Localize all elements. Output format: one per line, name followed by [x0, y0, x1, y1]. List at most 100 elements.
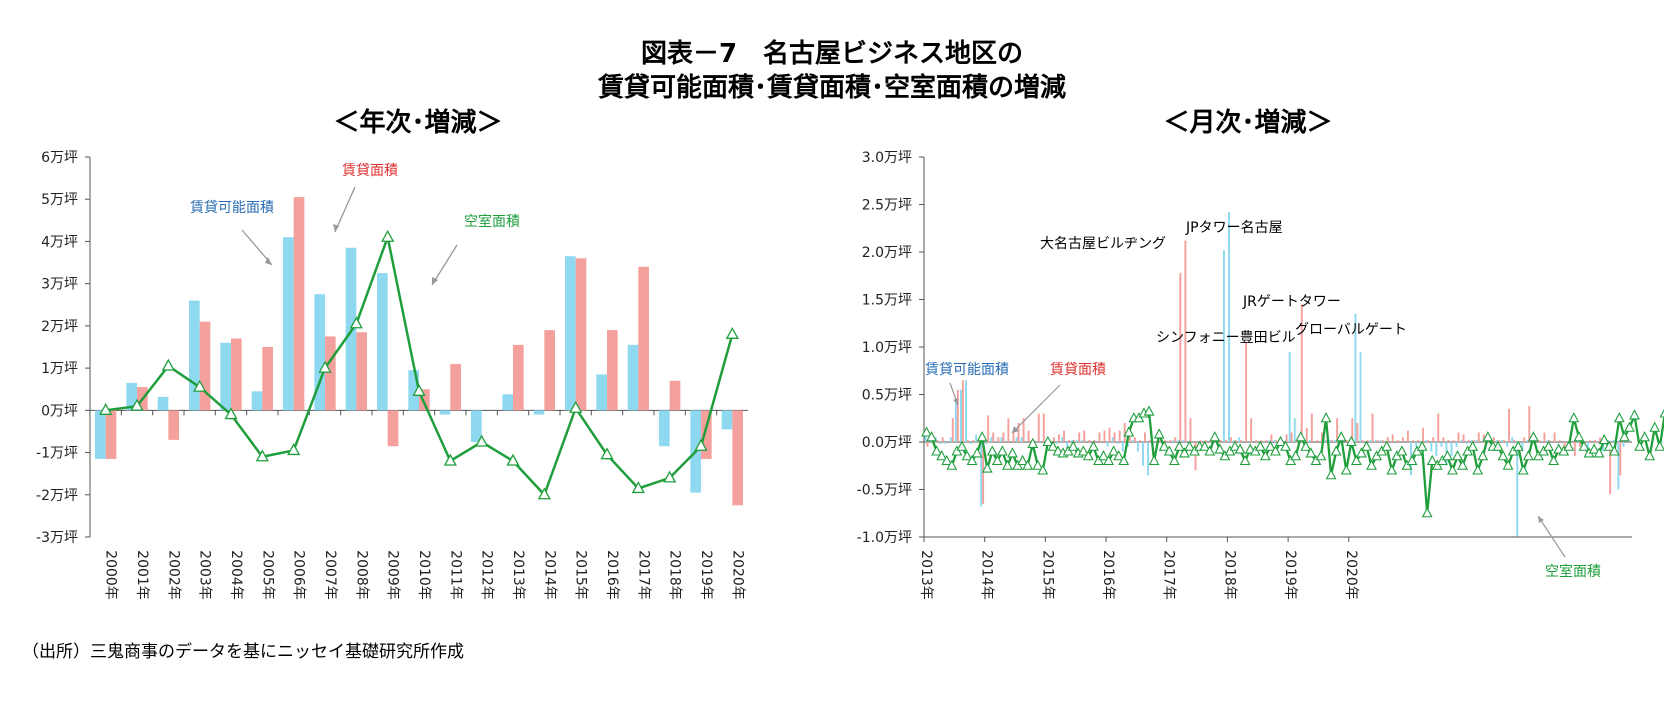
bar-rentable: [1056, 442, 1059, 444]
bar-rented: [1315, 440, 1318, 442]
x-tick-label: 2014年: [541, 550, 557, 600]
marker-vacant: [931, 445, 943, 456]
marker-vacant: [1153, 428, 1165, 439]
y-tick-label: 1.5万坪: [862, 293, 912, 309]
bar-rentable: [1131, 440, 1134, 442]
arrowhead-vacant: [1538, 516, 1544, 523]
marker-vacant: [1179, 447, 1190, 458]
bar-rentable: [939, 442, 942, 444]
marker-vacant: [1330, 445, 1342, 456]
bar-rentable: [1324, 440, 1327, 442]
marker-vacant: [1472, 464, 1484, 475]
annotation-jp-tower-nagoya: JPタワー名古屋: [1185, 220, 1283, 236]
bar-rented: [1113, 432, 1116, 442]
marker-vacant: [1619, 431, 1630, 442]
marker-vacant: [1386, 464, 1398, 475]
annotation-dai-nagoya-building: 大名古屋ビルヂング: [1040, 236, 1166, 252]
bar-rented: [1331, 440, 1334, 442]
bar-rented: [1386, 437, 1389, 442]
y-tick-label: 1万坪: [41, 361, 78, 377]
bar-rented: [926, 442, 929, 447]
y-tick-label: -3万坪: [36, 530, 78, 546]
bar-rentable: [1015, 437, 1018, 442]
bar-rentable: [1222, 250, 1225, 442]
marker-vacant: [1522, 450, 1534, 461]
y-tick-label: -0.5万坪: [857, 483, 912, 499]
marker-vacant: [941, 454, 953, 466]
arrowhead-rentable: [265, 257, 272, 265]
annotation-vacant: 空室面積: [464, 213, 520, 230]
marker-vacant: [971, 447, 983, 458]
bar-rentable: [924, 434, 927, 442]
bar-rentable: [1359, 351, 1362, 442]
bar-rented: [1260, 440, 1263, 442]
bar-rented: [941, 437, 944, 442]
bar-rented: [1073, 440, 1076, 442]
marker-vacant: [1426, 454, 1438, 466]
bar-rented: [1320, 432, 1323, 442]
marker-vacant: [1477, 450, 1489, 461]
bar-rentable: [1440, 442, 1443, 447]
bar-rentable: [126, 382, 137, 411]
bar-rentable: [1334, 440, 1337, 442]
y-tick-label: 3万坪: [41, 277, 78, 293]
marker-vacant: [1396, 445, 1408, 456]
bar-rentable: [965, 380, 967, 442]
marker-vacant: [976, 431, 988, 442]
arrowhead-rented: [1012, 426, 1019, 433]
bar-rented: [105, 410, 117, 459]
bar-rentable: [949, 437, 952, 442]
bar-rentable: [1081, 440, 1084, 442]
bar-rentable: [1233, 440, 1236, 442]
marker-vacant: [991, 454, 1003, 466]
marker-vacant: [663, 470, 677, 483]
marker-vacant: [255, 449, 269, 462]
bar-rentable: [95, 410, 106, 459]
bar-rentable: [1329, 440, 1332, 442]
bar-rented: [966, 440, 969, 442]
marker-vacant: [1173, 440, 1185, 451]
bar-rented: [1528, 405, 1531, 442]
bar-rentable: [1526, 440, 1529, 442]
marker-vacant: [1497, 450, 1509, 461]
marker-vacant: [1270, 445, 1281, 456]
bar-rented: [1406, 430, 1409, 442]
bar-rented: [1164, 440, 1167, 442]
bar-rented: [1381, 440, 1384, 442]
marker-vacant: [349, 316, 363, 329]
marker-vacant: [1639, 431, 1651, 442]
bar-rented: [1285, 434, 1288, 442]
marker-vacant: [506, 453, 520, 466]
marker-vacant: [1259, 450, 1271, 461]
x-tick-label: 2013年: [918, 550, 934, 600]
bar-rented: [1609, 442, 1612, 495]
bar-rentable: [1076, 440, 1079, 442]
bar-rentable: [1061, 437, 1064, 442]
marker-vacant: [961, 450, 973, 461]
arrowhead-rented: [333, 224, 339, 232]
marker-vacant: [1573, 431, 1585, 442]
bar-rented: [1437, 413, 1440, 442]
bar-rentable: [1470, 440, 1473, 442]
bar-rented: [1366, 440, 1369, 442]
marker-vacant: [1315, 450, 1327, 461]
bar-rented: [1310, 413, 1313, 442]
marker-vacant: [1042, 435, 1054, 447]
marker-vacant: [1578, 440, 1590, 451]
marker-vacant: [1325, 469, 1337, 480]
x-tick-label: 2008年: [353, 550, 369, 600]
marker-vacant: [1123, 426, 1135, 437]
marker-vacant: [1280, 440, 1291, 451]
marker-vacant: [1447, 464, 1458, 475]
bar-rented: [1447, 440, 1450, 442]
bar-rentable: [1430, 442, 1433, 452]
bar-rentable: [565, 256, 576, 411]
marker-vacant: [1381, 440, 1393, 451]
bar-rentable: [439, 410, 451, 415]
bar-rented: [1123, 423, 1126, 442]
bar-rentable: [954, 399, 957, 442]
bar-rented: [1088, 440, 1091, 442]
marker-vacant: [956, 440, 968, 451]
bar-rentable: [1617, 442, 1620, 490]
marker-vacant: [1300, 440, 1312, 451]
